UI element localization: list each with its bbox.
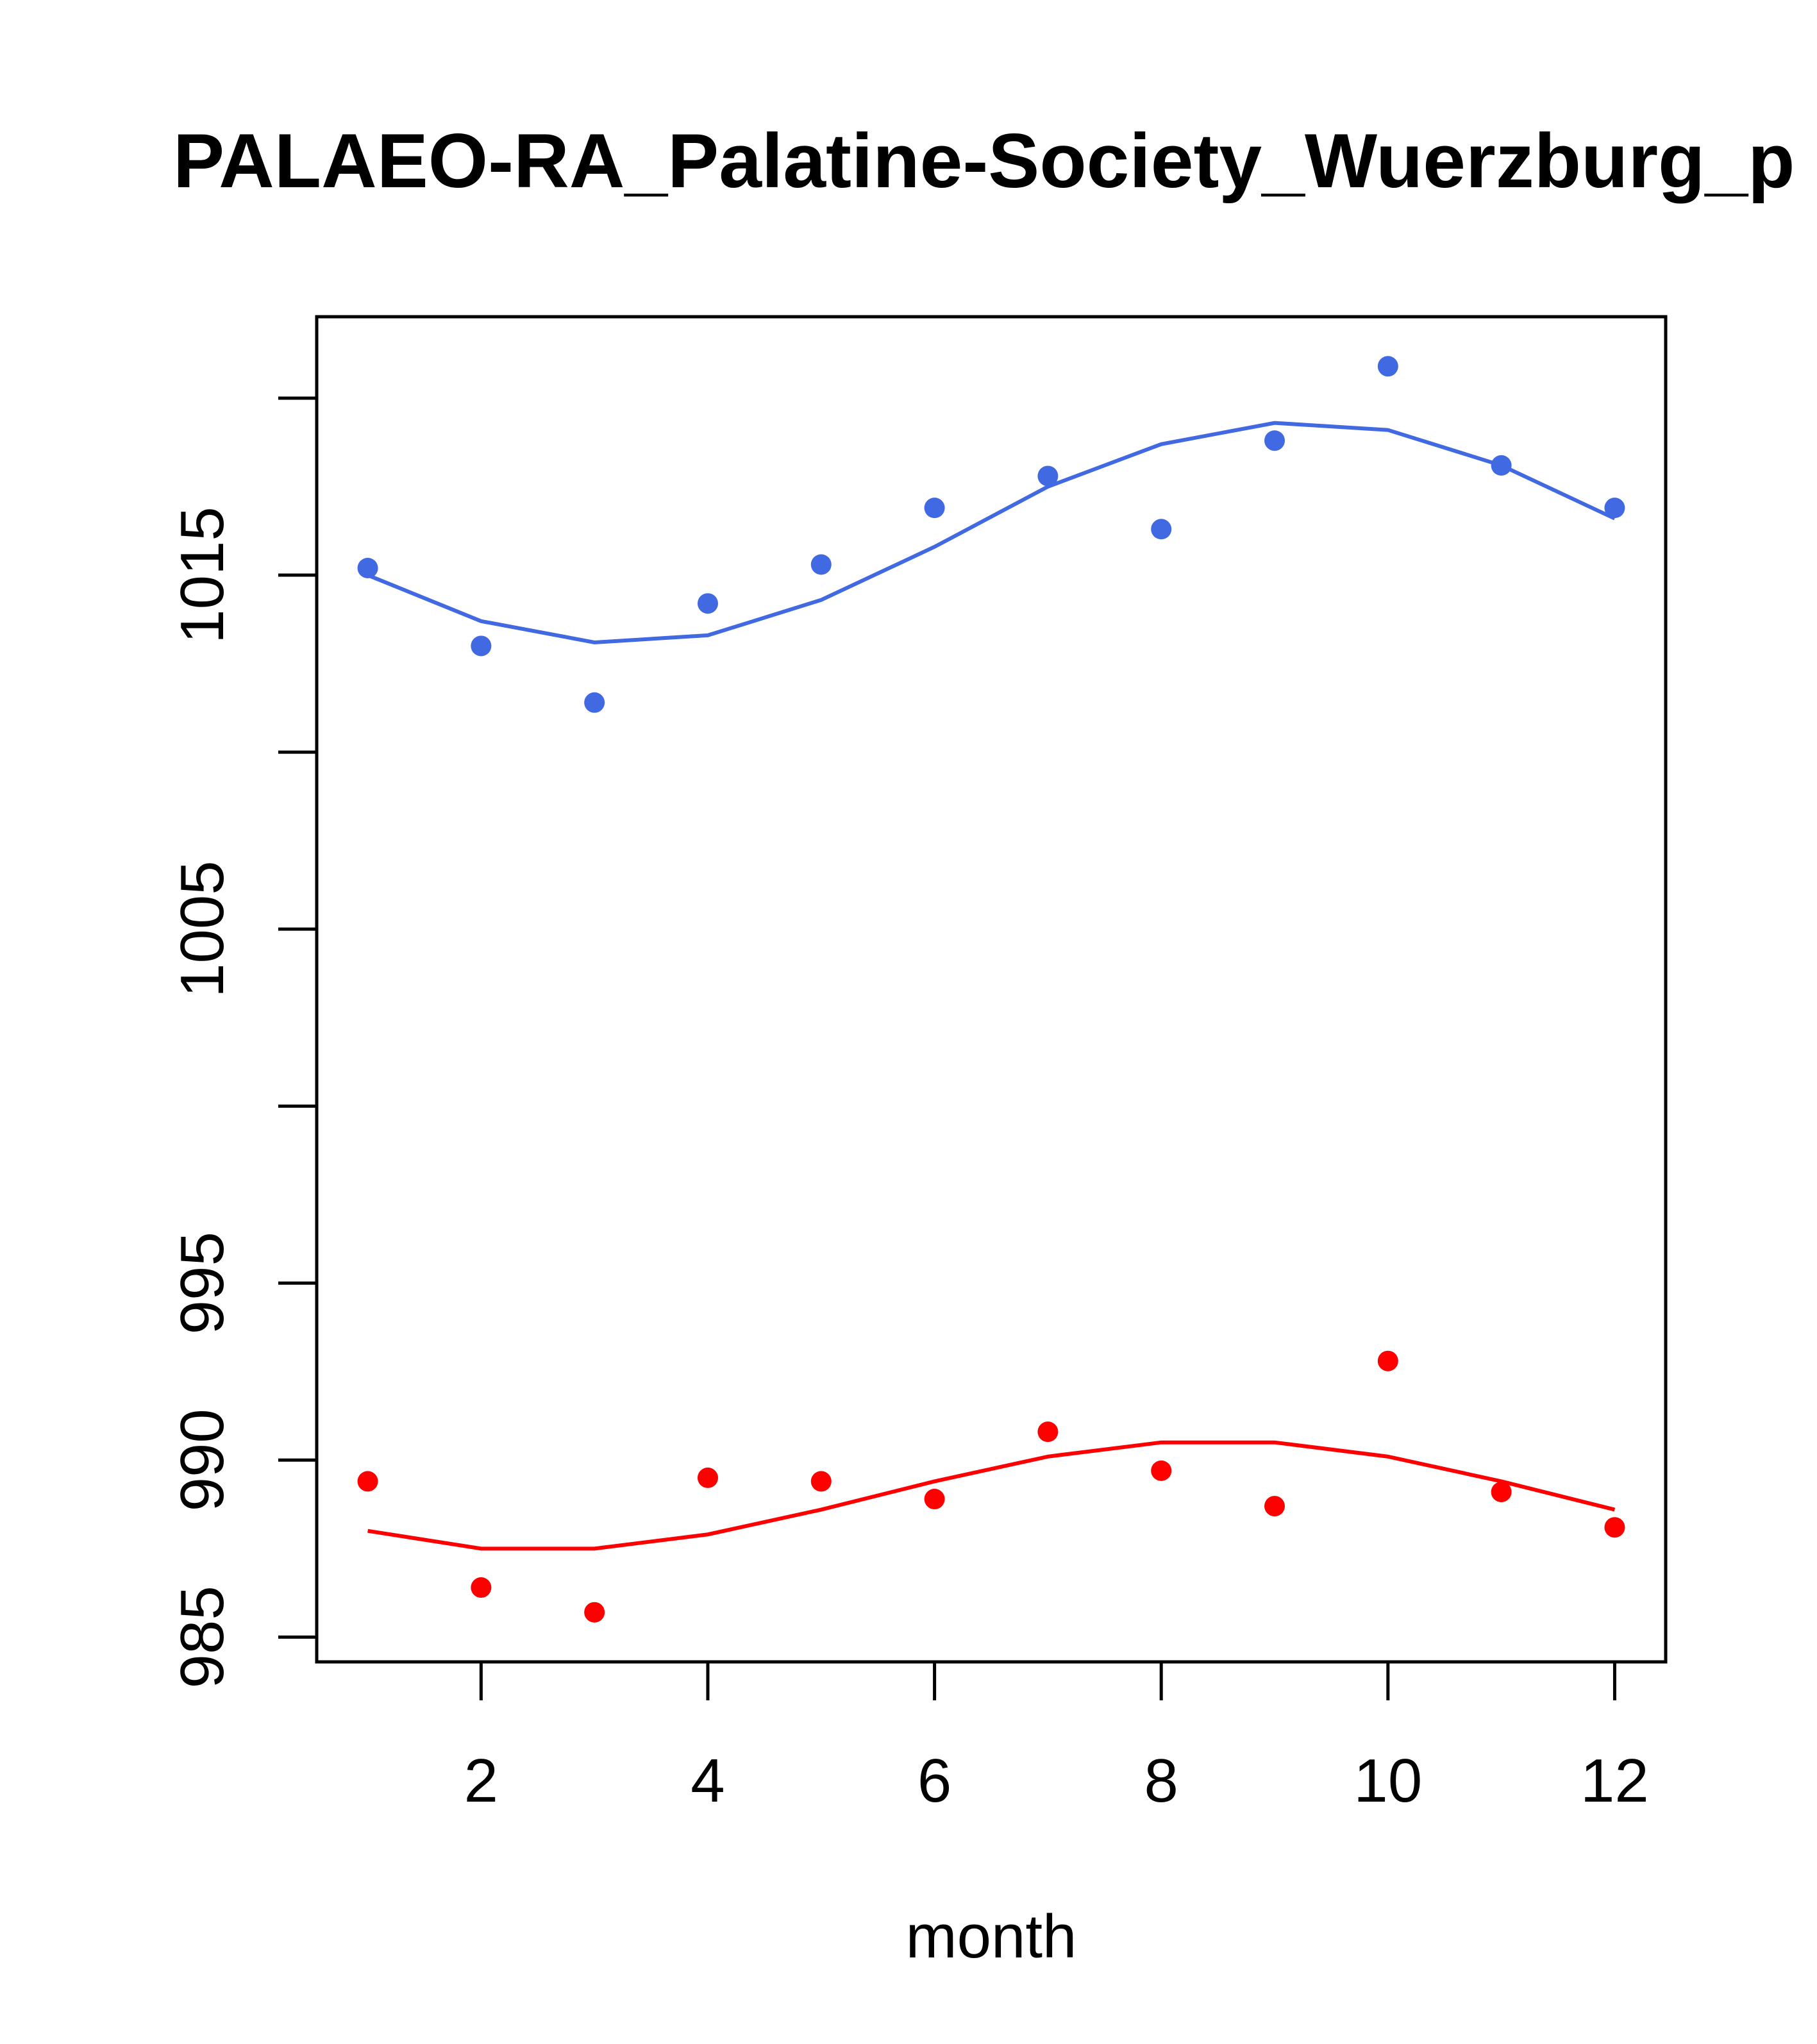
x-tick-label: 10	[1353, 1747, 1422, 1815]
upper-point	[697, 593, 718, 614]
lower-point	[471, 1577, 492, 1598]
y-axis: 985 990 995 1005 1015	[168, 396, 319, 1688]
upper-point	[810, 554, 832, 575]
upper-point	[471, 635, 492, 657]
x-axis: 2 4 6 8 10 12	[464, 1660, 1649, 1815]
lower-fit-line	[367, 1440, 1616, 1551]
x-tick-label: 6	[917, 1747, 951, 1815]
lower-point	[1037, 1421, 1059, 1443]
upper-point	[1604, 498, 1625, 519]
y-tick-label: 985	[168, 1586, 237, 1688]
upper-fit-line	[367, 421, 1616, 644]
series-layer	[357, 356, 1625, 1623]
x-tick-label: 8	[1144, 1747, 1178, 1815]
upper-point	[1151, 519, 1172, 540]
lower-point	[1491, 1481, 1512, 1502]
upper-point	[1037, 465, 1059, 487]
lower-point	[1377, 1350, 1398, 1371]
y-tick-label: 990	[168, 1409, 237, 1511]
upper-point	[1377, 356, 1398, 377]
lower-point	[357, 1471, 378, 1492]
y-tick-label: 1005	[168, 860, 237, 998]
upper-point	[1491, 455, 1512, 476]
x-axis-label: month	[906, 1902, 1077, 1971]
lower-point	[810, 1471, 832, 1492]
lower-point	[1264, 1496, 1285, 1517]
y-tick-label: 1015	[168, 507, 237, 644]
lower-point	[924, 1489, 945, 1510]
chart-title: PALAEO-RA_Palatine-Society_Wuerzburg_p	[173, 118, 1795, 204]
x-tick-label: 4	[691, 1747, 724, 1815]
x-tick-label: 2	[464, 1747, 498, 1815]
upper-point	[357, 557, 378, 578]
lower-point	[584, 1602, 605, 1623]
upper-point	[584, 692, 605, 713]
upper-point	[1264, 430, 1285, 451]
x-tick-label: 12	[1580, 1747, 1649, 1815]
lower-point	[1151, 1460, 1172, 1481]
lower-point	[697, 1467, 718, 1488]
lower-point	[1604, 1517, 1625, 1538]
y-tick-label: 995	[168, 1232, 237, 1334]
upper-point	[924, 498, 945, 519]
